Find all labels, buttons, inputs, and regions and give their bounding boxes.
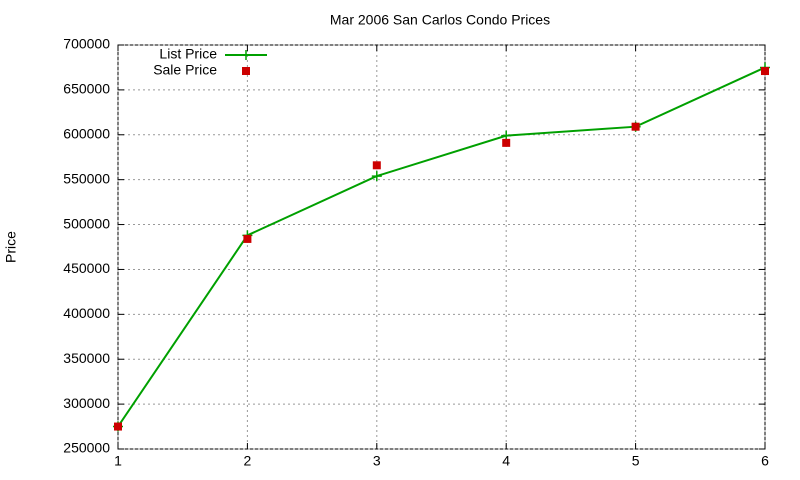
x-tick-label: 2	[244, 453, 252, 469]
series-line	[117, 66, 766, 428]
y-tick-label: 250000	[63, 440, 110, 456]
y-tick-label: 350000	[63, 350, 110, 366]
point-marker	[631, 122, 640, 131]
y-tick-label: 500000	[63, 215, 110, 231]
chart-title: Mar 2006 San Carlos Condo Prices	[330, 12, 550, 28]
x-tick-label: 1	[114, 453, 122, 469]
point-marker	[372, 161, 381, 170]
y-tick-label: 400000	[63, 305, 110, 321]
y-axis-label: Price	[3, 231, 19, 263]
plot-frame	[117, 44, 766, 450]
point-marker	[502, 138, 511, 147]
point-marker	[114, 422, 122, 431]
y-tick-label: 550000	[63, 170, 110, 186]
legend-swatch	[242, 67, 250, 75]
point-marker	[761, 67, 769, 76]
point-marker	[243, 234, 252, 243]
x-tick-label: 5	[632, 453, 640, 469]
y-tick-label: 450000	[63, 260, 110, 276]
legend-label: List Price	[159, 46, 217, 62]
x-tick-label: 6	[761, 453, 769, 469]
y-tick-label: 600000	[63, 125, 110, 141]
legend-swatch	[241, 50, 251, 60]
y-tick-label: 700000	[63, 36, 110, 52]
legend-label: Sale Price	[153, 62, 217, 78]
point-marker	[371, 171, 382, 182]
x-tick-label: 4	[502, 453, 510, 469]
y-tick-label: 300000	[63, 395, 110, 411]
x-tick-label: 3	[373, 453, 381, 469]
y-tick-label: 650000	[63, 81, 110, 97]
